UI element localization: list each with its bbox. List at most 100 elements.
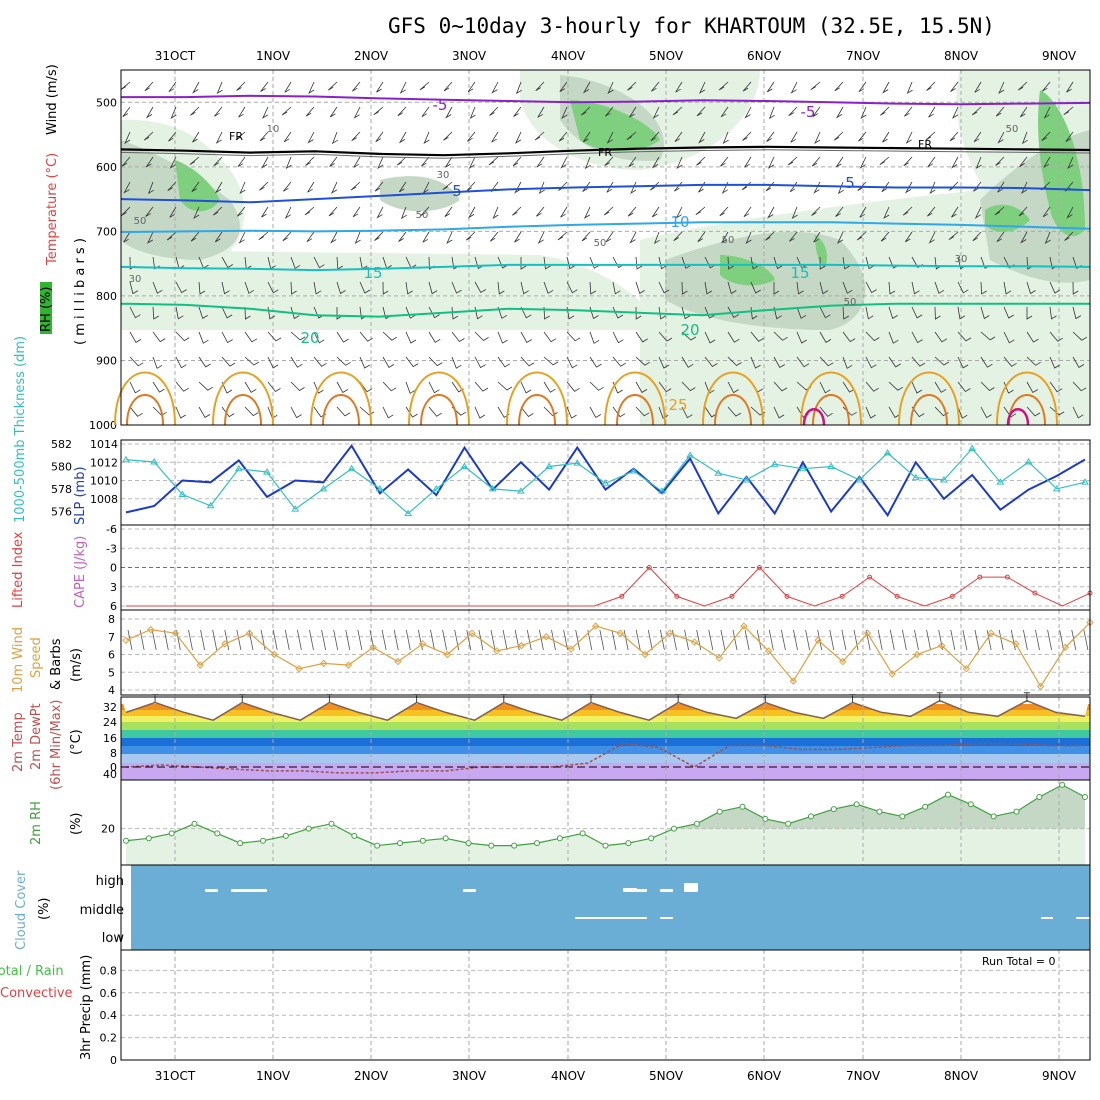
wind10m-barb — [297, 629, 302, 651]
contour-label-4: FR — [918, 138, 932, 151]
wind-barb — [606, 181, 614, 193]
wind-barb — [997, 181, 1005, 193]
date-label-top-5NOV: 5NOV — [649, 49, 684, 63]
wind-barb — [882, 81, 890, 94]
wind10m-point-16 — [517, 641, 526, 650]
lifted-index-axis-label: Lifted Index — [11, 531, 26, 608]
wind-barb — [244, 381, 257, 393]
wind-barb — [651, 206, 660, 218]
wind-barb — [428, 356, 443, 367]
wind-barb — [860, 106, 867, 119]
wind10m-barb — [889, 629, 895, 651]
date-label-bottom-7NOV: 7NOV — [846, 1069, 881, 1083]
wind-barb — [405, 331, 417, 344]
wind-barb — [842, 356, 853, 369]
wind-barb — [400, 206, 407, 220]
wind-barb — [559, 81, 568, 92]
rh2m-point-11 — [374, 842, 381, 849]
wind-barb — [235, 131, 246, 141]
wind-barb — [198, 406, 211, 418]
wind-barb — [336, 307, 343, 320]
wind-barb — [397, 106, 407, 117]
wind-barb — [718, 81, 729, 91]
li-tick-3: 3 — [110, 581, 117, 594]
wind10m-point-30 — [863, 629, 872, 637]
temp-max-bar-19 — [675, 694, 682, 703]
rh2m-point-25 — [693, 820, 700, 827]
wind-barb — [175, 281, 187, 294]
wind-barb — [819, 406, 833, 417]
cape-axis-label: CAPE (J/kg) — [73, 536, 88, 608]
wind-barb — [261, 206, 269, 218]
wind-barb — [145, 206, 154, 217]
wind10m-barb — [151, 629, 157, 651]
wind-barb — [193, 206, 200, 219]
contour-label-0: -5 — [433, 96, 448, 114]
rh2m-point-4 — [214, 830, 221, 837]
wind10m-point-32 — [913, 650, 921, 659]
temp-max-bar-25 — [849, 694, 856, 703]
wind-barb — [951, 156, 959, 169]
wind10m-barb — [696, 629, 702, 651]
wind-barb — [313, 381, 324, 394]
wind-barb — [305, 106, 315, 117]
wind-barb — [589, 356, 602, 368]
upper-air-frame — [120, 69, 1091, 426]
wind10m-barb — [502, 629, 508, 651]
rh2m-point-22 — [625, 840, 632, 847]
dewpt2m-axis-label: 2m DewPt — [29, 703, 44, 770]
wind-barb — [681, 356, 694, 368]
contour-35-0 — [802, 408, 826, 426]
thickness-point-10 — [404, 509, 412, 517]
wind-barb — [996, 231, 1005, 243]
wind10m-barb — [841, 629, 847, 651]
wind-barb — [329, 106, 338, 118]
wind10m-barb — [781, 629, 786, 651]
contour-25-day1 — [212, 371, 274, 426]
wind-barb — [975, 156, 982, 170]
thickness-point-32 — [1024, 457, 1033, 465]
wind-barb — [198, 306, 208, 320]
temp-tick-5: 32 — [103, 701, 117, 714]
wind-barb — [635, 406, 650, 417]
wind-barb — [833, 131, 844, 141]
lifted-index-point-33 — [1032, 590, 1038, 596]
wind10m-barb — [877, 629, 883, 651]
wind10m-barb — [611, 629, 617, 651]
wind-barb — [239, 181, 246, 194]
cloud-gap-9 — [1041, 917, 1053, 919]
wind-barb — [814, 131, 821, 144]
wind10m-barb — [575, 629, 581, 651]
wind-barb — [537, 106, 545, 118]
wind-barb — [972, 231, 982, 242]
wind10m-barb — [623, 629, 629, 651]
wind-barb — [261, 156, 269, 169]
wind-barb — [635, 281, 645, 295]
wind-barb — [789, 181, 798, 193]
rh2m-point-10 — [351, 832, 358, 839]
wind10m-barb — [260, 629, 266, 651]
wind-barb — [451, 281, 462, 294]
wind10m-barb — [647, 629, 653, 651]
wind-barb — [695, 206, 706, 216]
wind-barb — [773, 406, 785, 419]
wind-barb — [902, 206, 913, 216]
wind-barb — [351, 81, 361, 92]
wind-barb — [911, 281, 920, 295]
wind-barbs-axis-label: & Barbs — [49, 638, 64, 690]
wind-barb — [244, 406, 259, 417]
cloud-tick-low: low — [102, 931, 125, 946]
wind-barb — [842, 281, 853, 294]
wind-barb — [865, 331, 880, 342]
wind-barb — [543, 356, 559, 366]
wind-barb — [742, 81, 752, 92]
rh2m-point-3 — [191, 820, 198, 827]
wind-barb — [957, 331, 972, 342]
wind-barb — [1003, 306, 1014, 319]
thickness-point-17 — [601, 479, 610, 486]
wind-barb — [743, 206, 752, 218]
rh2m-axis-label: 2m RH — [29, 801, 44, 845]
wind-barb — [444, 206, 453, 217]
wind-barb — [980, 356, 993, 368]
wind-barb — [336, 331, 349, 343]
